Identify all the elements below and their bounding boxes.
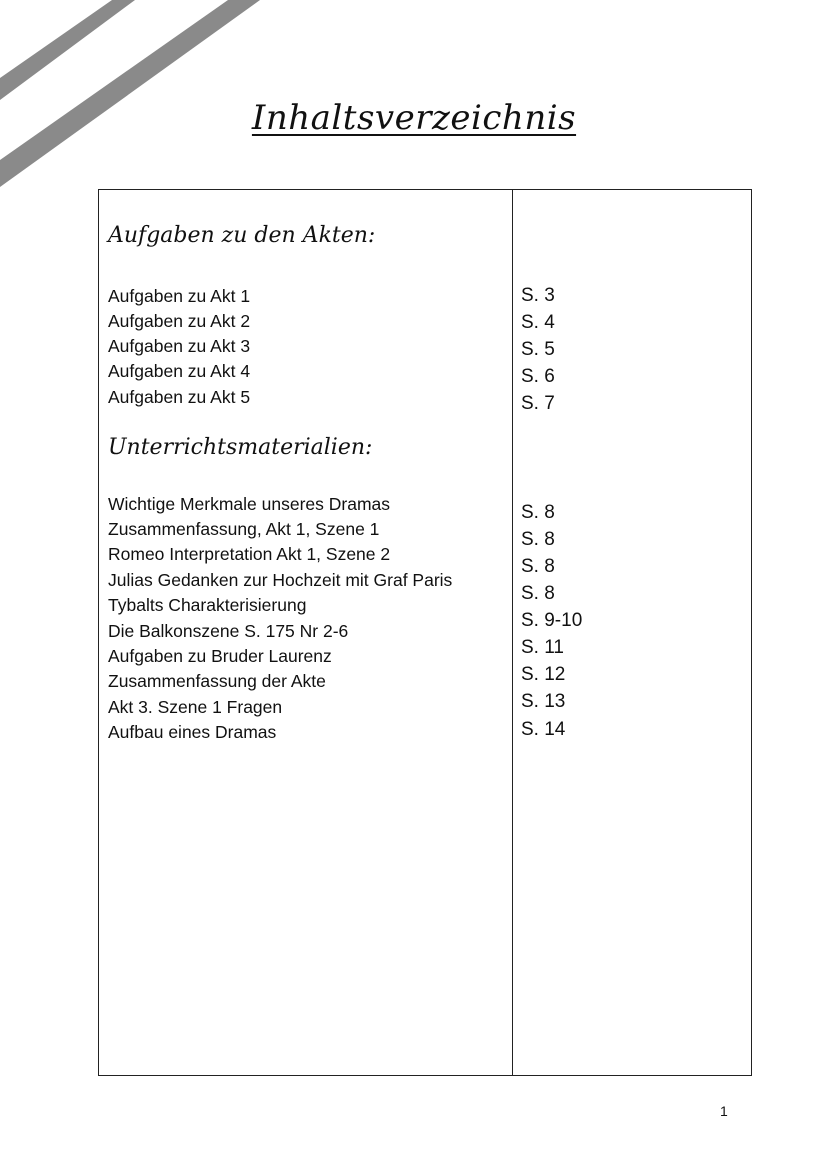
stripe: [0, 0, 260, 187]
toc-page: S. 9-10: [521, 610, 583, 631]
decorative-stripes: [0, 0, 260, 187]
toc-entry: Wichtige Merkmale unseres Dramas: [108, 494, 391, 514]
toc-page: S. 5: [521, 339, 555, 360]
toc-page: S. 8: [521, 583, 555, 604]
toc-page: S. 8: [521, 502, 555, 523]
toc-page: S. 14: [521, 719, 566, 740]
toc-entry: Aufgaben zu Akt 5: [108, 387, 251, 407]
toc-page: S. 8: [521, 556, 555, 577]
section-heading: Aufgaben zu den Akten:: [108, 223, 376, 248]
toc-page: S. 4: [521, 312, 555, 333]
toc-page: S. 7: [521, 393, 555, 414]
toc-entry: Akt 3. Szene 1 Fragen: [108, 697, 283, 717]
toc-entry: Aufgaben zu Akt 4: [108, 361, 251, 381]
stripe: [0, 0, 135, 100]
toc-page: S. 3: [521, 285, 555, 306]
toc-entry: Aufgaben zu Akt 1: [108, 286, 251, 306]
toc-entry: Romeo Interpretation Akt 1, Szene 2: [108, 544, 391, 564]
toc-entry: Die Balkonszene S. 175 Nr 2-6: [108, 621, 349, 641]
toc-page: S. 6: [521, 366, 555, 387]
toc-entry: Aufbau eines Dramas: [108, 722, 277, 742]
toc-entry: Zusammenfassung der Akte: [108, 671, 326, 691]
toc-entry: Julias Gedanken zur Hochzeit mit Graf Pa…: [108, 570, 453, 590]
toc-entry: Aufgaben zu Bruder Laurenz: [108, 646, 332, 666]
toc-page: S. 13: [521, 691, 566, 712]
toc-page: S. 12: [521, 664, 566, 685]
toc-entry: Aufgaben zu Akt 2: [108, 311, 251, 331]
page-title: Inhaltsverzeichnis: [251, 98, 577, 138]
table-of-contents: Aufgaben zu den Akten: Aufgaben zu Akt 1…: [98, 189, 752, 1076]
toc-entry: Zusammenfassung, Akt 1, Szene 1: [108, 519, 380, 539]
toc-page: S. 11: [521, 637, 564, 658]
page-number: 1: [720, 1103, 728, 1119]
toc-entry: Tybalts Charakterisierung: [108, 595, 307, 615]
toc-page: S. 8: [521, 529, 555, 550]
toc-entry: Aufgaben zu Akt 3: [108, 336, 251, 356]
section-heading: Unterrichtsmaterialien:: [108, 435, 373, 460]
column-divider: [512, 190, 513, 1075]
